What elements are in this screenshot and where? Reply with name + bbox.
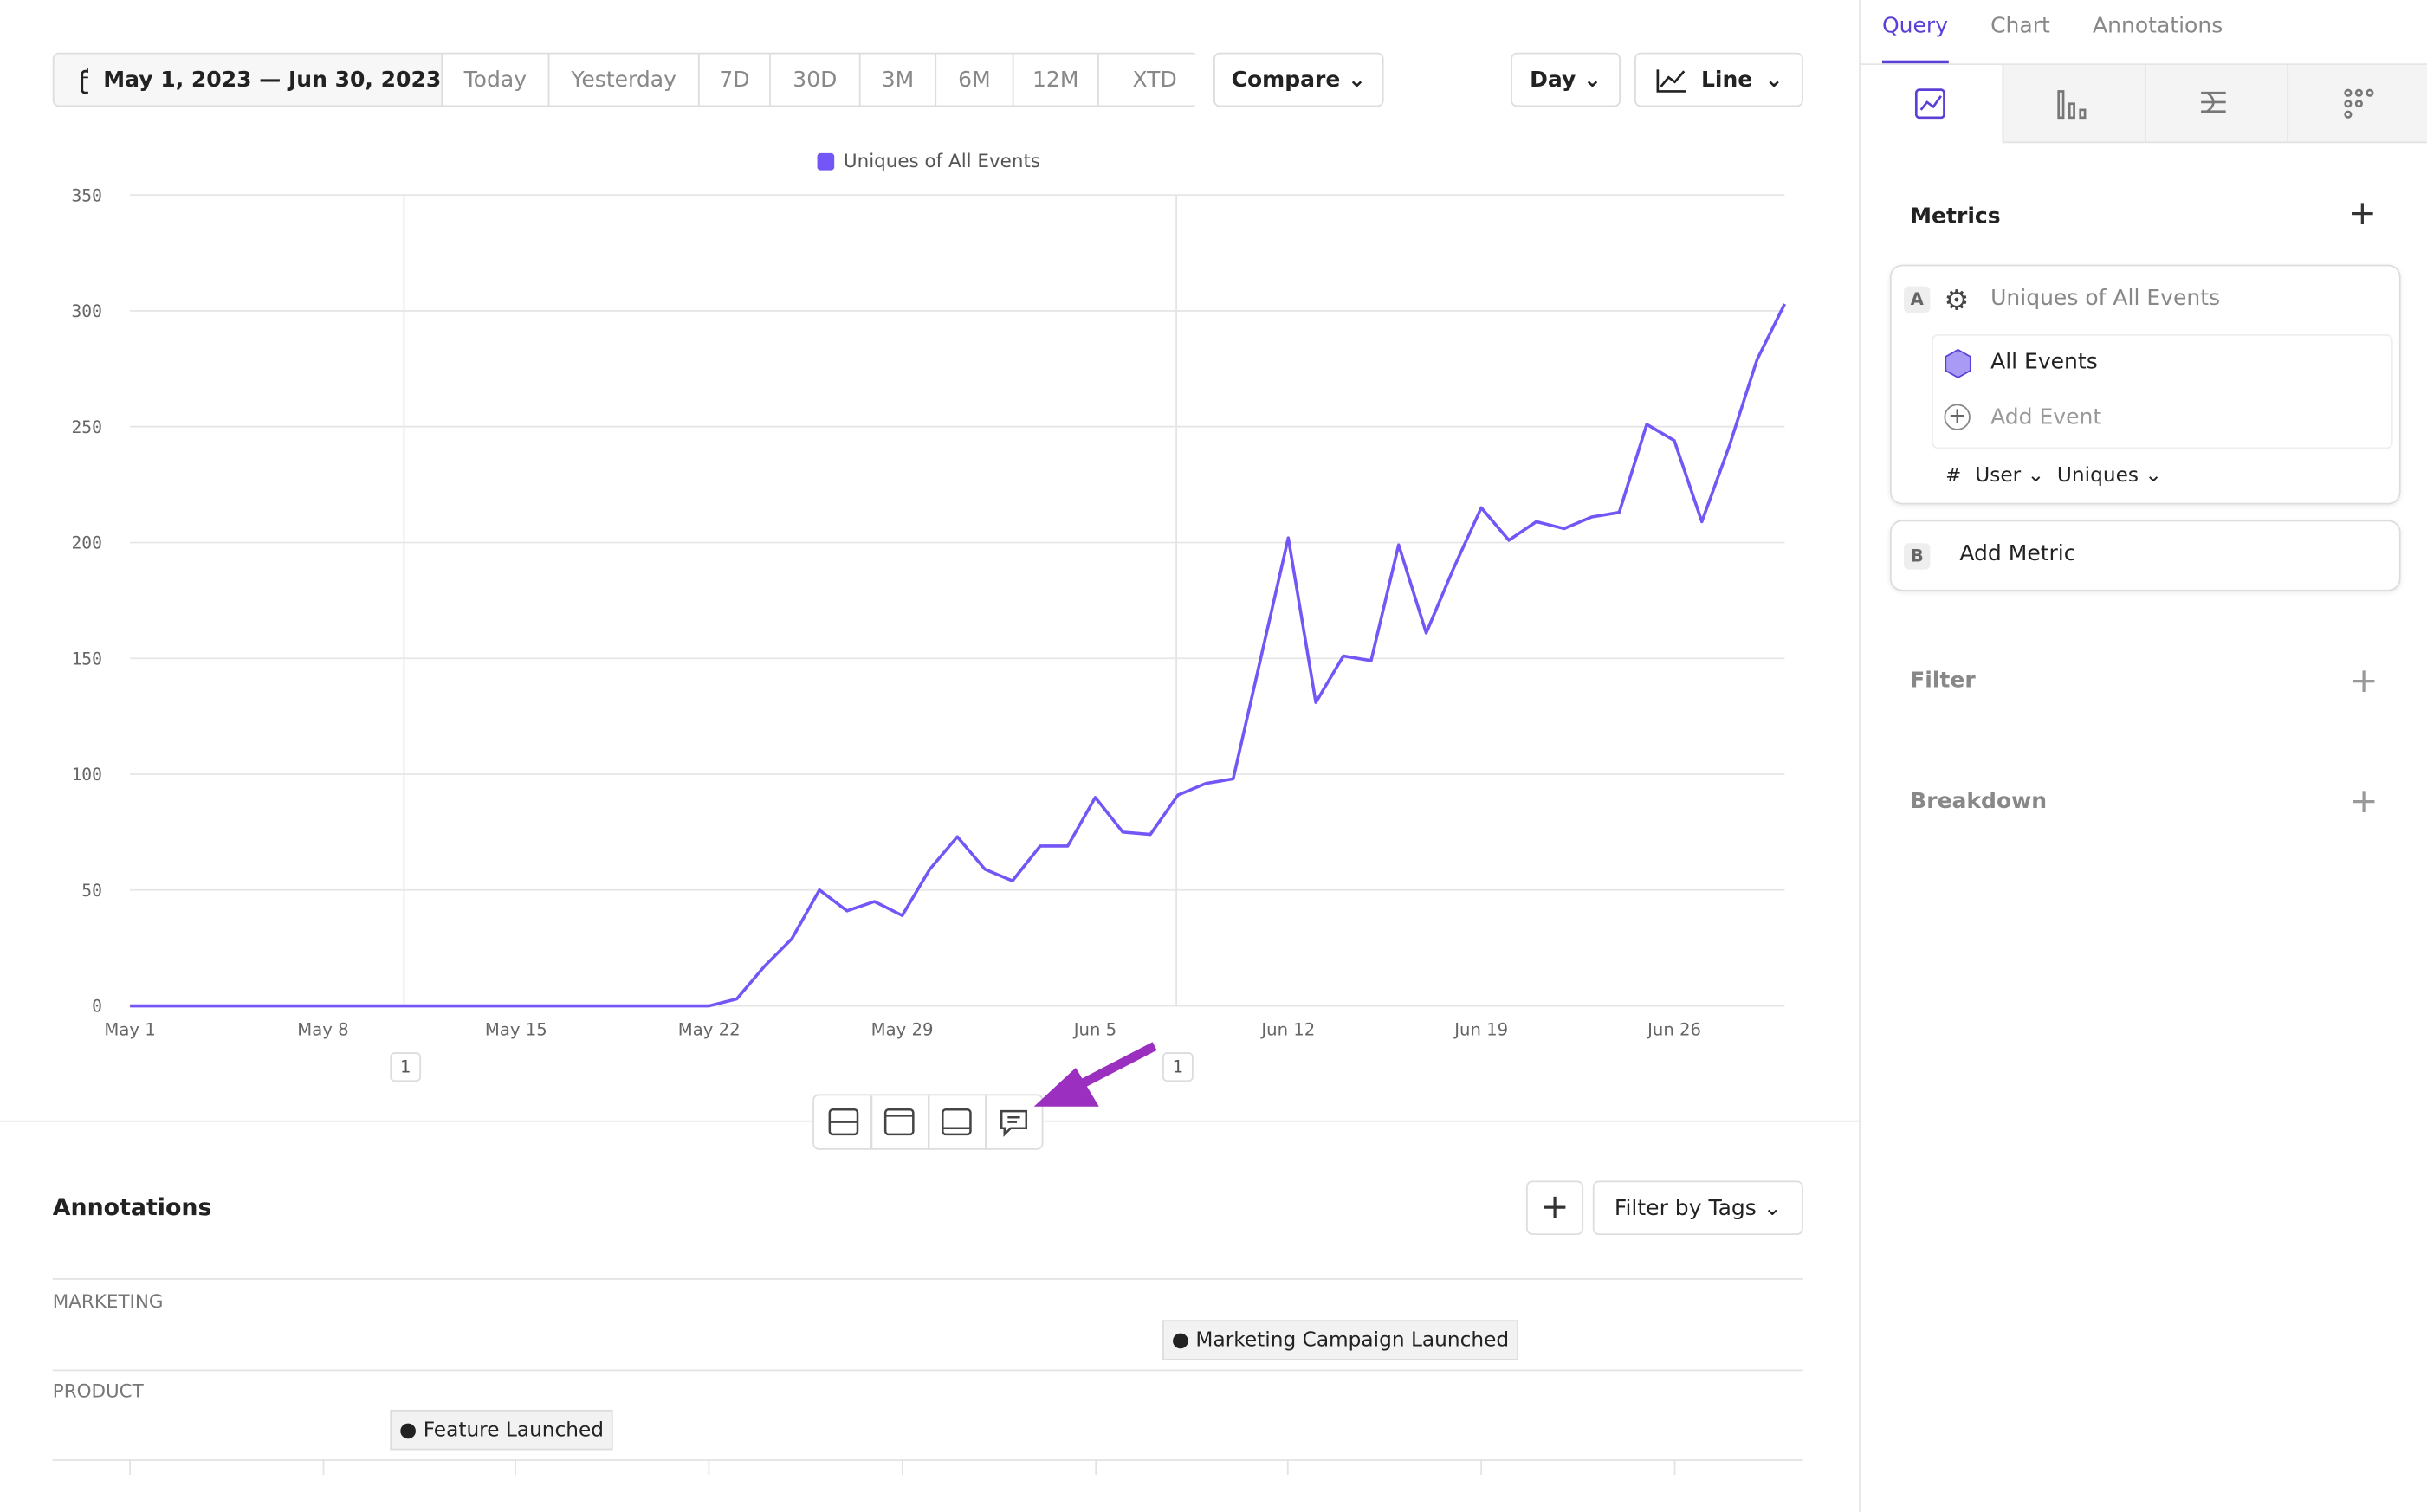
axis-ticks	[129, 1459, 1676, 1476]
property-text: User	[1975, 464, 2022, 488]
range-button[interactable]: 7D	[697, 54, 769, 106]
row-line	[52, 1459, 1803, 1461]
group-name: PRODUCT	[52, 1380, 144, 1403]
tab[interactable]: Chart	[1990, 14, 2050, 39]
y-tick-label: 200	[71, 533, 101, 553]
tab-underline	[1881, 60, 1949, 64]
sidebar-border	[1859, 0, 1861, 1512]
y-tick-label: 100	[71, 765, 101, 785]
add-filter[interactable]: +	[2349, 662, 2378, 701]
add-breakdown[interactable]: +	[2349, 783, 2378, 822]
add-metric-label: Add Metric	[1959, 541, 2076, 567]
y-tick-label: 250	[71, 417, 101, 437]
y-tick-label: 150	[71, 649, 101, 669]
range-button[interactable]: Today	[441, 54, 547, 106]
range-button[interactable]: 6M	[935, 54, 1012, 106]
add-metric-card[interactable]	[1889, 520, 2401, 591]
x-tick-label: May 8	[297, 1020, 348, 1040]
y-tick-label: 0	[92, 997, 102, 1017]
y-tick-label: 50	[81, 881, 102, 901]
date-range[interactable]: May 1, 2023 — Jun 30, 2023	[55, 64, 442, 95]
range-button[interactable]: 30D	[769, 54, 859, 106]
date-range-text: May 1, 2023 — Jun 30, 2023	[103, 67, 442, 93]
chip-text: Marketing Campaign Launched	[1195, 1328, 1510, 1352]
annotation-marker[interactable]: 1	[390, 1052, 422, 1082]
range-button[interactable]: XTD	[1097, 54, 1210, 106]
breakdown-title: Breakdown	[1910, 789, 2048, 814]
x-tick-label: Jun 19	[1453, 1020, 1508, 1040]
legend: Uniques of All Events	[817, 150, 1041, 172]
range-button[interactable]: Yesterday	[547, 54, 698, 106]
property[interactable]: User ⌄	[1975, 464, 2045, 488]
chart-type-text: Line	[1700, 67, 1753, 93]
prefix: #	[1945, 464, 1962, 487]
metric-letter: B	[1904, 543, 1931, 570]
y-tick-label: 350	[71, 185, 101, 205]
metric-card	[1889, 264, 2401, 505]
group-name: MARKETING	[52, 1290, 164, 1313]
metric-name[interactable]: Uniques of All Events	[1990, 286, 2221, 312]
range-buttons: Today Yesterday 7D 30D 3M 6M 12M XTD	[441, 54, 1211, 106]
y-tick-label: 300	[71, 301, 101, 321]
x-tick-label: May 22	[678, 1020, 741, 1040]
metrics-title: Metrics	[1910, 204, 2001, 229]
line-icon	[1656, 68, 1686, 92]
range-button[interactable]: 3M	[858, 54, 935, 106]
chart-type-button[interactable]: Line ⌄	[1634, 52, 1803, 107]
x-tick-label: Jun 12	[1259, 1020, 1315, 1040]
metric-letter: A	[1904, 286, 1931, 313]
x-tick-label: Jun 26	[1646, 1020, 1701, 1040]
x-tick-label: May 1	[104, 1020, 155, 1040]
calendar-icon	[81, 67, 88, 94]
tab-active[interactable]: Query	[1881, 14, 1949, 39]
annotation-chip[interactable]: ● Marketing Campaign Launched	[1162, 1320, 1518, 1360]
events-box	[1932, 333, 2393, 449]
compare-button[interactable]: Compare ⌄	[1214, 52, 1384, 107]
filter-title: Filter	[1910, 668, 1976, 694]
x-tick-label: Jun 5	[1072, 1020, 1116, 1040]
gear-icon: ⚙	[1944, 284, 1970, 318]
layout-icons	[828, 1095, 1028, 1148]
series-line	[130, 303, 1787, 1008]
annotations-title: Annotations	[52, 1192, 212, 1221]
divider	[1859, 63, 2427, 66]
legend-swatch	[817, 152, 835, 170]
interval-text: Day	[1530, 67, 1576, 93]
date-bar: May 1, 2023 — Jun 30, 2023 Today Yesterda…	[52, 52, 1211, 107]
interval-button[interactable]: Day ⌄	[1511, 52, 1621, 107]
legend-label: Uniques of All Events	[843, 150, 1041, 172]
add-event[interactable]: Add Event	[1990, 405, 2102, 430]
event-icon	[1945, 348, 1971, 379]
layout-toggle	[812, 1094, 1044, 1150]
filter-tags-button[interactable]: Filter by Tags ⌄	[1592, 1180, 1803, 1236]
row-line	[52, 1278, 1803, 1280]
filter-tags-text: Filter by Tags	[1614, 1195, 1757, 1221]
event-name[interactable]: All Events	[1990, 349, 2098, 375]
x-tick-label: May 29	[871, 1020, 934, 1040]
compare-text: Compare	[1231, 67, 1341, 93]
view-tabs[interactable]	[1859, 65, 2427, 144]
annotation-marker[interactable]: 1	[1162, 1052, 1194, 1082]
tab[interactable]: Annotations	[2093, 14, 2223, 39]
row-line	[52, 1369, 1803, 1372]
chart: 0 50 100 150 200 250 300 350 May 1 May 8 May 15 May…	[71, 185, 1787, 1040]
aggregation[interactable]: Uniques ⌄	[2056, 464, 2162, 488]
chip-text: Feature Launched	[423, 1418, 605, 1442]
add-metric-plus[interactable]: +	[2347, 195, 2377, 234]
range-button[interactable]: 12M	[1012, 54, 1097, 106]
pointer-arrow	[1033, 1042, 1157, 1107]
annotation-chip[interactable]: ● Feature Launched	[390, 1409, 613, 1451]
x-tick-label: May 15	[485, 1020, 547, 1040]
aggregation-text: Uniques	[2056, 464, 2139, 488]
add-event-icon: +	[1944, 404, 1971, 430]
add-annotation[interactable]: +	[1525, 1180, 1584, 1236]
